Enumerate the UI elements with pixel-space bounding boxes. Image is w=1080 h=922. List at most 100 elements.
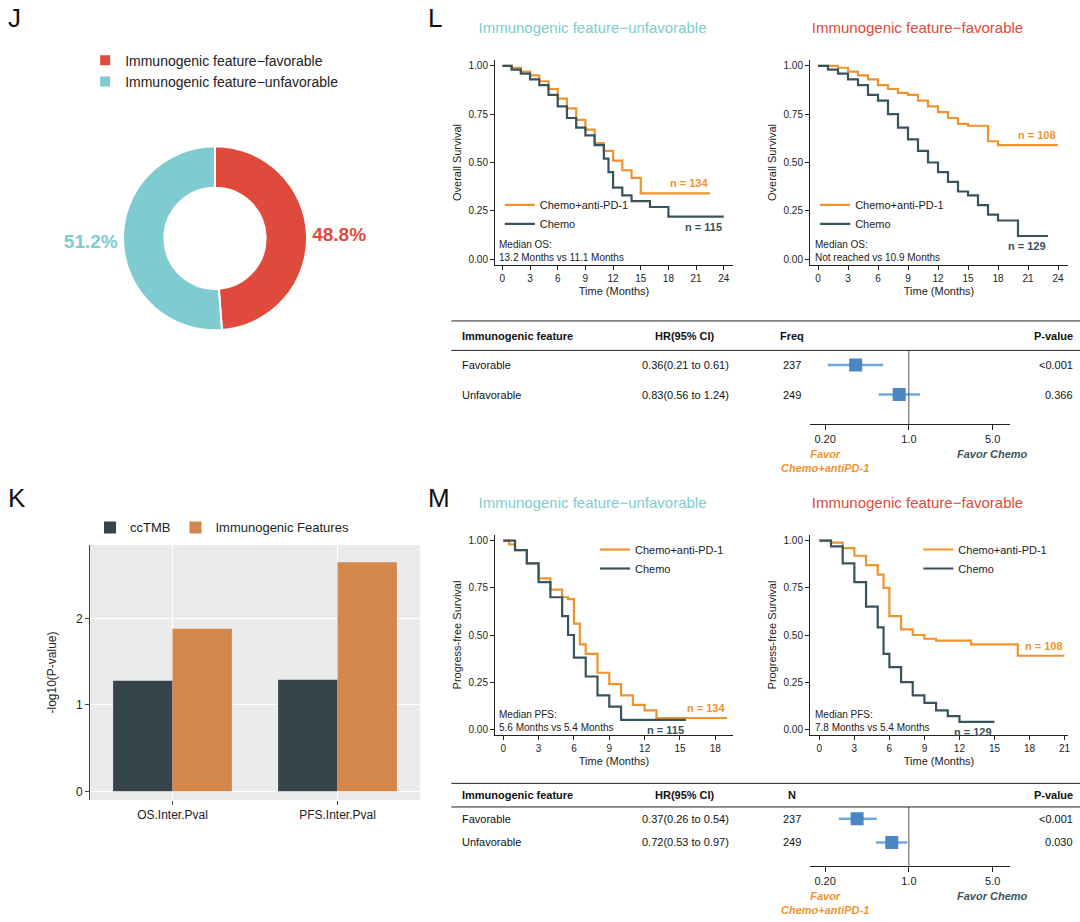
svg-text:Chemo+anti-PD-1: Chemo+anti-PD-1 — [958, 544, 1046, 556]
svg-text:0.50: 0.50 — [784, 157, 804, 168]
svg-text:0.25: 0.25 — [784, 677, 804, 688]
svg-text:n = 108: n = 108 — [1025, 640, 1063, 652]
svg-text:0.25: 0.25 — [469, 205, 489, 216]
svg-text:Immunogenic feature−favorable: Immunogenic feature−favorable — [125, 53, 322, 69]
svg-text:1.00: 1.00 — [784, 535, 804, 546]
svg-text:21: 21 — [691, 273, 703, 284]
svg-text:n = 115: n = 115 — [647, 724, 684, 736]
svg-text:0.00: 0.00 — [784, 254, 804, 265]
svg-text:0: 0 — [500, 743, 506, 754]
svg-text:Time (Months): Time (Months) — [904, 285, 975, 297]
svg-text:24: 24 — [1052, 273, 1064, 284]
svg-text:237: 237 — [783, 813, 801, 825]
svg-text:Unfavorable: Unfavorable — [462, 836, 521, 848]
svg-text:0.030: 0.030 — [1045, 836, 1073, 848]
svg-text:Chemo: Chemo — [855, 218, 890, 230]
svg-text:15: 15 — [989, 743, 1001, 754]
svg-text:0.50: 0.50 — [469, 630, 489, 641]
svg-text:21: 21 — [1059, 743, 1071, 754]
svg-text:6: 6 — [555, 273, 561, 284]
svg-text:1.00: 1.00 — [469, 60, 489, 71]
svg-text:249: 249 — [783, 389, 801, 401]
svg-text:Immunogenic feature−unfavorabl: Immunogenic feature−unfavorable — [478, 494, 706, 511]
svg-text:Immunogenic feature−favorable: Immunogenic feature−favorable — [812, 494, 1023, 511]
svg-text:12: 12 — [932, 273, 944, 284]
svg-text:0.25: 0.25 — [784, 205, 804, 216]
svg-text:Time (Months): Time (Months) — [579, 755, 650, 767]
svg-text:237: 237 — [783, 359, 801, 371]
svg-text:Time (Months): Time (Months) — [579, 285, 650, 297]
svg-text:1.00: 1.00 — [469, 535, 489, 546]
svg-text:48.8%: 48.8% — [312, 224, 366, 245]
svg-text:Median PFS:7.8 Months vs 5.4 M: Median PFS:7.8 Months vs 5.4 Months — [815, 709, 930, 733]
svg-text:51.2%: 51.2% — [64, 231, 118, 252]
svg-text:Progress-free Survival: Progress-free Survival — [766, 581, 778, 690]
svg-text:12: 12 — [954, 743, 966, 754]
svg-text:Immunogenic feature−unfavorabl: Immunogenic feature−unfavorable — [125, 74, 338, 90]
svg-text:n = 134: n = 134 — [687, 702, 725, 714]
svg-text:0.00: 0.00 — [469, 254, 489, 265]
svg-text:15: 15 — [962, 273, 974, 284]
svg-text:HR(95% CI): HR(95% CI) — [655, 789, 715, 801]
svg-text:0.50: 0.50 — [784, 630, 804, 641]
svg-text:15: 15 — [674, 743, 686, 754]
svg-text:1: 1 — [76, 698, 83, 712]
svg-text:18: 18 — [992, 273, 1004, 284]
svg-text:Chemo: Chemo — [958, 563, 993, 575]
svg-text:2: 2 — [76, 612, 83, 626]
svg-text:n = 134: n = 134 — [670, 177, 708, 189]
svg-text:0: 0 — [815, 273, 821, 284]
svg-text:Unfavorable: Unfavorable — [462, 389, 521, 401]
svg-text:0.20: 0.20 — [814, 433, 835, 445]
svg-text:Chemo: Chemo — [540, 218, 575, 230]
svg-text:1.00: 1.00 — [784, 60, 804, 71]
svg-text:6: 6 — [571, 743, 577, 754]
svg-text:0.72(0.53 to 0.97): 0.72(0.53 to 0.97) — [642, 836, 729, 848]
svg-text:0.37(0.26 to 0.54): 0.37(0.26 to 0.54) — [642, 813, 729, 825]
svg-text:Chemo+anti-PD-1: Chemo+anti-PD-1 — [540, 199, 628, 211]
svg-text:Freq: Freq — [780, 330, 804, 342]
svg-text:9: 9 — [905, 273, 911, 284]
svg-text:Favorable: Favorable — [462, 813, 511, 825]
svg-text:9: 9 — [583, 273, 589, 284]
svg-text:OS.Inter.Pval: OS.Inter.Pval — [137, 808, 208, 822]
svg-text:0.75: 0.75 — [469, 109, 489, 120]
svg-text:15: 15 — [635, 273, 647, 284]
svg-text:18: 18 — [663, 273, 675, 284]
svg-text:Immunogenic feature: Immunogenic feature — [462, 789, 573, 801]
svg-text:n = 129: n = 129 — [954, 726, 992, 738]
svg-text:N: N — [788, 789, 796, 801]
svg-text:HR(95% CI): HR(95% CI) — [655, 330, 715, 342]
svg-text:n = 129: n = 129 — [1008, 240, 1046, 252]
svg-text:Time (Months): Time (Months) — [904, 755, 975, 767]
svg-text:21: 21 — [1022, 273, 1034, 284]
svg-text:n = 115: n = 115 — [685, 221, 722, 233]
svg-text:0.83(0.56 to 1.24): 0.83(0.56 to 1.24) — [642, 389, 729, 401]
svg-text:12: 12 — [608, 273, 620, 284]
svg-text:249: 249 — [783, 836, 801, 848]
svg-text:6: 6 — [887, 743, 893, 754]
svg-text:Chemo: Chemo — [635, 563, 670, 575]
svg-text:-log10(P-value): -log10(P-value) — [45, 631, 59, 713]
svg-text:18: 18 — [710, 743, 722, 754]
svg-text:Median OS:Not reached vs 10.9: Median OS:Not reached vs 10.9 Months — [815, 239, 940, 263]
svg-text:3: 3 — [536, 743, 542, 754]
svg-text:n = 108: n = 108 — [1018, 129, 1056, 141]
svg-text:Favor Chemo: Favor Chemo — [957, 448, 1028, 460]
svg-text:PFS.Inter.Pval: PFS.Inter.Pval — [299, 808, 376, 822]
svg-text:P-value: P-value — [1034, 789, 1073, 801]
svg-text:FavorChemo+antiPD-1: FavorChemo+antiPD-1 — [781, 890, 869, 916]
svg-text:P-value: P-value — [1034, 330, 1073, 342]
svg-text:Overall Survival: Overall Survival — [766, 124, 778, 201]
svg-text:1.0: 1.0 — [901, 433, 916, 445]
svg-text:18: 18 — [1024, 743, 1036, 754]
svg-text:3: 3 — [852, 743, 858, 754]
svg-text:6: 6 — [875, 273, 881, 284]
svg-text:0.00: 0.00 — [469, 724, 489, 735]
svg-text:Progress-free Survival: Progress-free Survival — [451, 581, 463, 690]
svg-text:0.25: 0.25 — [469, 677, 489, 688]
svg-text:0: 0 — [76, 785, 83, 799]
svg-text:3: 3 — [845, 273, 851, 284]
svg-text:0.75: 0.75 — [784, 109, 804, 120]
svg-text:Immunogenic Features: Immunogenic Features — [215, 520, 348, 535]
